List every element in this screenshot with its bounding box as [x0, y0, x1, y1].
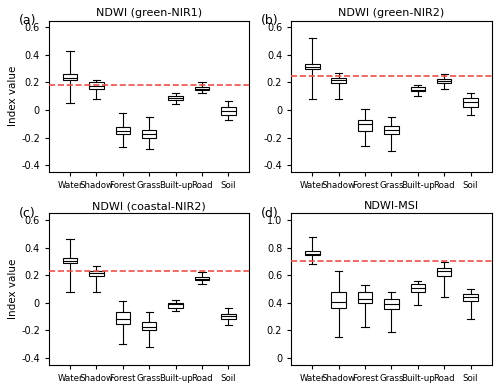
- PathPatch shape: [116, 312, 130, 324]
- PathPatch shape: [332, 292, 346, 307]
- Text: (d): (d): [261, 207, 279, 220]
- Title: NDWI-MSI: NDWI-MSI: [364, 201, 419, 211]
- Text: (a): (a): [19, 14, 36, 27]
- PathPatch shape: [221, 106, 236, 115]
- PathPatch shape: [358, 120, 372, 131]
- PathPatch shape: [221, 314, 236, 319]
- PathPatch shape: [89, 271, 104, 276]
- PathPatch shape: [437, 267, 452, 276]
- PathPatch shape: [63, 258, 78, 264]
- PathPatch shape: [116, 127, 130, 134]
- Text: (c): (c): [19, 207, 36, 220]
- Y-axis label: Index value: Index value: [8, 259, 18, 319]
- PathPatch shape: [410, 87, 425, 91]
- PathPatch shape: [142, 130, 156, 138]
- PathPatch shape: [142, 322, 156, 330]
- Title: NDWI (green-NIR2): NDWI (green-NIR2): [338, 8, 444, 18]
- PathPatch shape: [305, 64, 320, 69]
- PathPatch shape: [89, 83, 104, 89]
- PathPatch shape: [305, 251, 320, 255]
- PathPatch shape: [384, 299, 398, 309]
- PathPatch shape: [464, 294, 478, 301]
- PathPatch shape: [358, 292, 372, 303]
- PathPatch shape: [464, 98, 478, 107]
- PathPatch shape: [194, 87, 209, 90]
- PathPatch shape: [194, 276, 209, 280]
- PathPatch shape: [168, 95, 183, 100]
- PathPatch shape: [437, 79, 452, 83]
- Title: NDWI (coastal-NIR2): NDWI (coastal-NIR2): [92, 201, 206, 211]
- PathPatch shape: [63, 74, 78, 80]
- PathPatch shape: [168, 303, 183, 307]
- PathPatch shape: [384, 126, 398, 134]
- Title: NDWI (green-NIR1): NDWI (green-NIR1): [96, 8, 202, 18]
- PathPatch shape: [332, 78, 346, 83]
- Text: (b): (b): [261, 14, 279, 27]
- Y-axis label: Index value: Index value: [8, 66, 18, 126]
- PathPatch shape: [410, 284, 425, 292]
